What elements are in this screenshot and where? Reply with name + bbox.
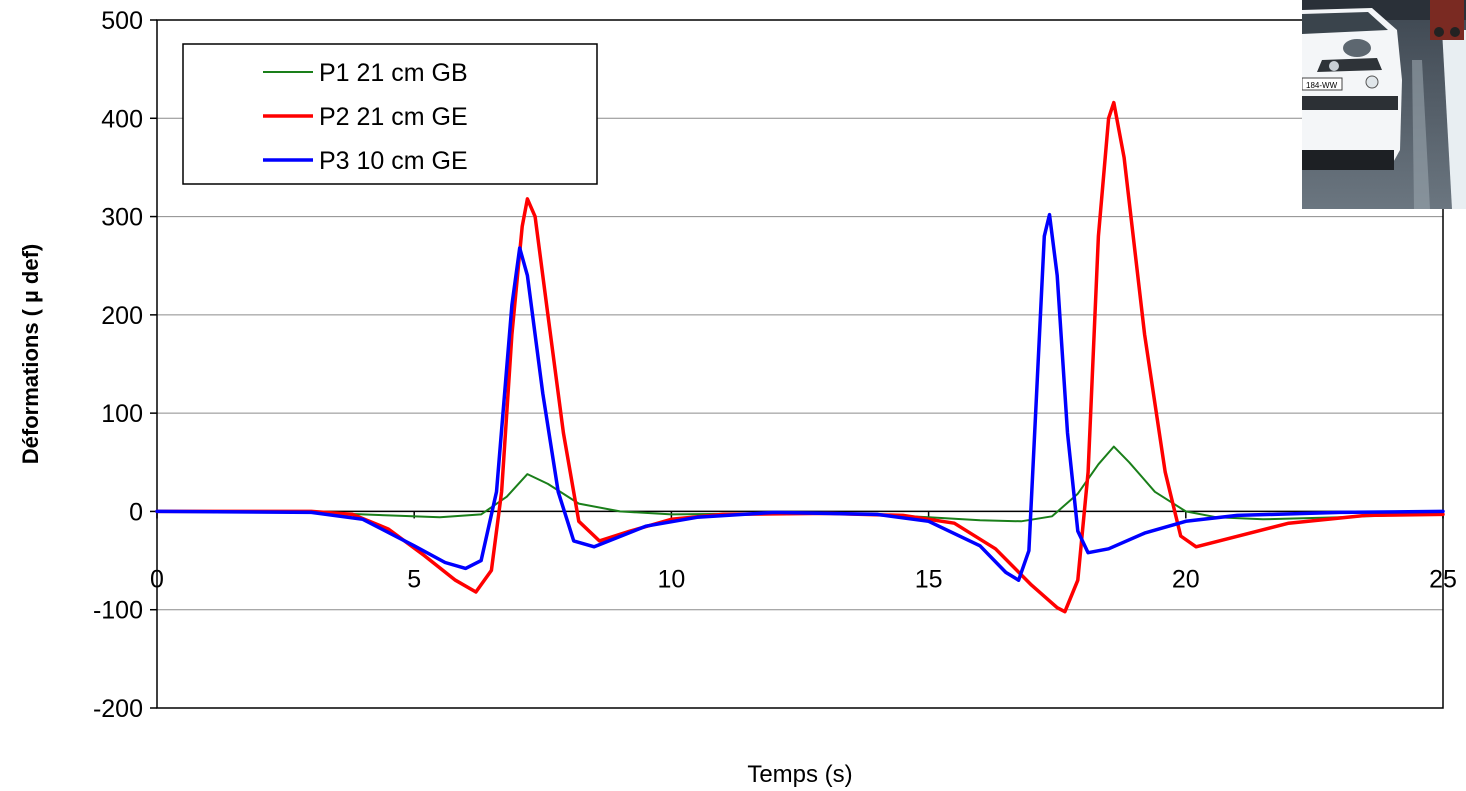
x-tick-label: 15: [915, 565, 943, 593]
legend: P1 21 cm GB P2 21 cm GE P3 10 cm GE: [182, 43, 598, 185]
x-axis-ticks: 0 5 10 15 20 25: [150, 510, 1457, 593]
y-axis-title: Déformations ( µ def): [18, 244, 43, 464]
legend-box: [182, 43, 598, 185]
y-axis-ticks: 500 400 300 200 100 0 -100 -200: [93, 7, 157, 723]
x-tick-label: 20: [1172, 565, 1200, 593]
legend-label: P2 21 cm GE: [319, 103, 468, 131]
series-line-3: [155, 212, 1445, 582]
y-tick-label: 300: [101, 204, 143, 232]
x-axis-title: Temps (s): [747, 761, 852, 788]
x-tick-label: 10: [657, 565, 685, 593]
y-tick-label: 400: [101, 105, 143, 133]
x-tick-label: 25: [1429, 565, 1457, 593]
series-line-1: [156, 445, 1444, 523]
y-tick-label: 0: [129, 498, 143, 526]
vehicle-photo: 184-WW: [1302, 0, 1466, 209]
y-tick-label: 200: [101, 302, 143, 330]
y-tick-label: -200: [93, 695, 143, 723]
y-tick-label: 100: [101, 400, 143, 428]
license-plate: 184-WW: [1306, 81, 1338, 90]
x-tick-label: 0: [150, 565, 164, 593]
legend-label: P1 21 cm GB: [319, 59, 468, 87]
y-tick-label: 500: [101, 7, 143, 35]
series-lines: [155, 100, 1445, 614]
vehicle-photo-image: 184-WW: [1302, 0, 1466, 209]
y-tick-label: -100: [93, 597, 143, 625]
legend-label: P3 10 cm GE: [319, 147, 468, 175]
x-tick-label: 5: [407, 565, 421, 593]
plot-frame: [156, 19, 1444, 709]
